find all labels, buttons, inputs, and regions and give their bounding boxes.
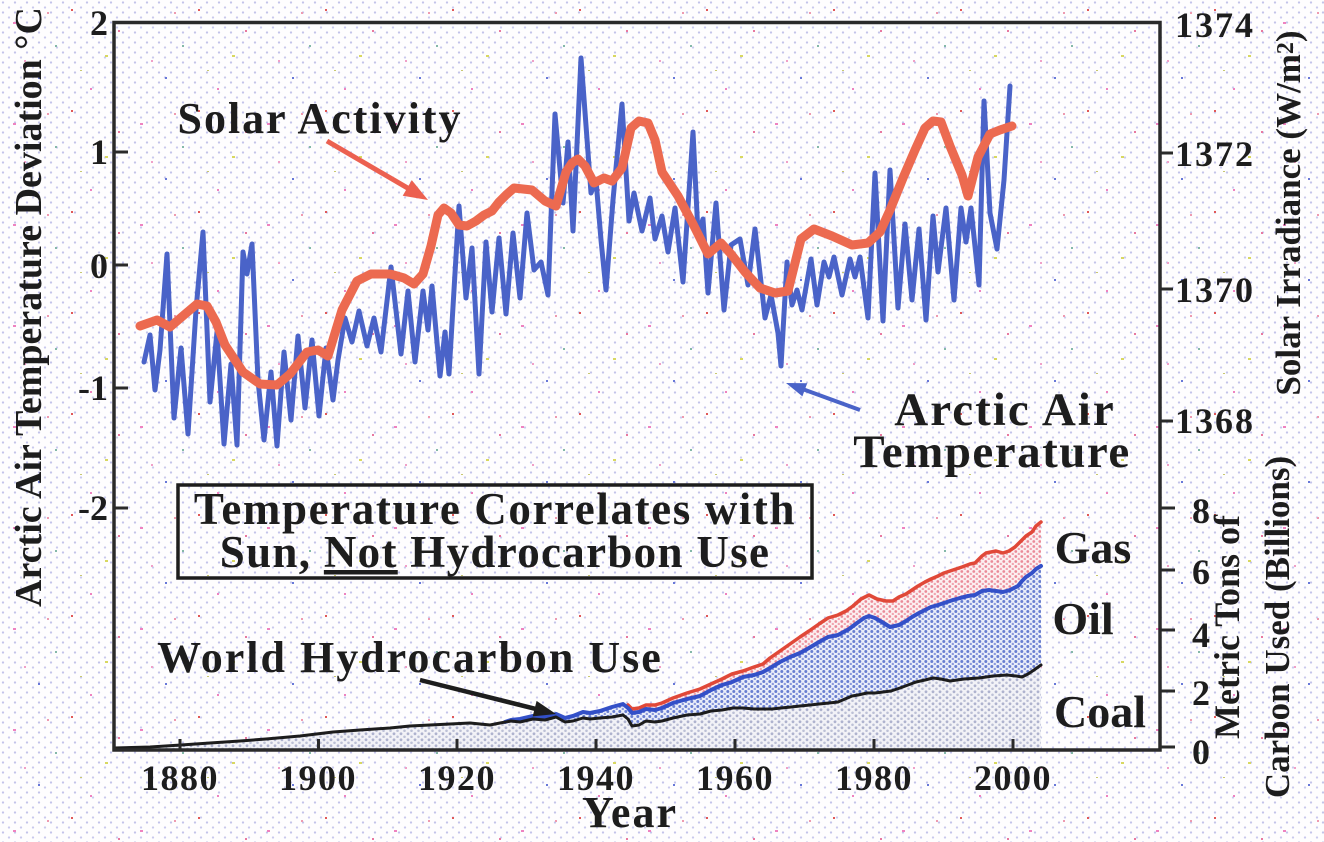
svg-text:1880: 1880 (141, 758, 219, 798)
svg-text:2: 2 (1192, 673, 1210, 713)
svg-text:Solar Activity: Solar Activity (177, 94, 462, 143)
svg-text:-1: -1 (78, 368, 108, 408)
svg-text:1960: 1960 (696, 758, 774, 798)
svg-text:1370: 1370 (1175, 270, 1255, 310)
svg-text:Carbon Used (Billions): Carbon Used (Billions) (1258, 456, 1297, 798)
svg-text:1980: 1980 (835, 758, 913, 798)
svg-text:1368: 1368 (1175, 401, 1255, 441)
svg-text:Oil: Oil (1052, 593, 1113, 644)
svg-text:Arctic Air Temperature Deviati: Arctic Air Temperature Deviation °C (8, 7, 50, 607)
svg-text:6: 6 (1192, 552, 1210, 592)
svg-text:0: 0 (90, 246, 108, 286)
svg-text:World Hydrocarbon Use: World Hydrocarbon Use (157, 633, 663, 682)
svg-text:1374: 1374 (1175, 5, 1255, 45)
svg-text:Coal: Coal (1054, 686, 1146, 737)
svg-text:Gas: Gas (1055, 522, 1132, 573)
svg-text:Sun, Not Hydrocarbon Use: Sun, Not Hydrocarbon Use (220, 527, 770, 577)
svg-text:1920: 1920 (418, 758, 496, 798)
svg-text:Year: Year (582, 788, 678, 837)
svg-text:Temperature: Temperature (853, 426, 1131, 478)
svg-text:4: 4 (1192, 615, 1210, 655)
svg-text:1372: 1372 (1175, 134, 1255, 174)
svg-text:Temperature Correlates with: Temperature Correlates with (194, 484, 796, 534)
svg-text:Metric Tons of: Metric Tons of (1207, 514, 1247, 739)
svg-text:Arctic Air: Arctic Air (894, 384, 1115, 436)
svg-text:2: 2 (90, 3, 108, 43)
svg-text:2000: 2000 (974, 758, 1052, 798)
svg-text:1940: 1940 (557, 758, 635, 798)
svg-text:1900: 1900 (279, 758, 357, 798)
svg-text:0: 0 (1192, 732, 1210, 772)
svg-text:-2: -2 (78, 488, 108, 528)
svg-text:8: 8 (1192, 491, 1210, 531)
svg-text:Solar Irradiance (W/m2): Solar Irradiance (W/m2) (1269, 30, 1308, 395)
svg-text:1: 1 (90, 132, 108, 172)
